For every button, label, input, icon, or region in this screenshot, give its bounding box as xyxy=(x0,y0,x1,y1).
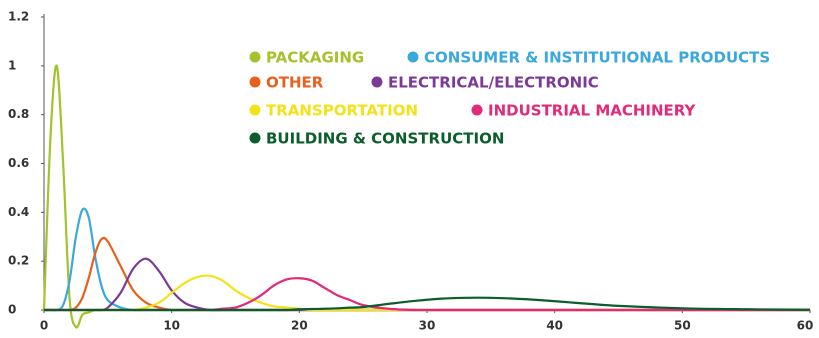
legend-dot xyxy=(407,51,419,63)
legend-label: ELECTRICAL/ELECTRONIC xyxy=(388,74,599,92)
legend-dot xyxy=(249,104,261,116)
x-tick-label: 10 xyxy=(163,319,180,333)
y-tick-label: 1.2 xyxy=(8,10,29,24)
y-tick-label: 1 xyxy=(8,58,16,72)
x-tick-label: 50 xyxy=(674,319,691,333)
y-tick-label: 0.6 xyxy=(8,156,29,170)
x-tick-label: 0 xyxy=(40,319,48,333)
series-line xyxy=(44,296,811,312)
legend-dot xyxy=(471,104,483,116)
y-tick-label: 0 xyxy=(8,303,16,317)
legend-dot xyxy=(249,76,261,88)
legend-label: CONSUMER & INSTITUTIONAL PRODUCTS xyxy=(424,49,770,67)
y-tick-label: 0.8 xyxy=(8,107,29,121)
legend-label: TRANSPORTATION xyxy=(266,102,418,120)
legend-label: OTHER xyxy=(266,74,324,92)
series-line xyxy=(44,207,810,312)
y-tick-label: 0.2 xyxy=(8,254,29,268)
legend-dot xyxy=(249,132,261,144)
x-tick-label: 40 xyxy=(546,319,563,333)
y-tick-label: 0.4 xyxy=(8,205,29,219)
legend-label: PACKAGING xyxy=(266,49,364,67)
series-line xyxy=(44,274,810,312)
legend-label: BUILDING & CONSTRUCTION xyxy=(266,130,504,148)
x-tick-label: 20 xyxy=(291,319,308,333)
legend-dot xyxy=(371,76,383,88)
legend-label: INDUSTRIAL MACHINERY xyxy=(488,102,697,120)
x-tick-label: 60 xyxy=(797,319,814,333)
legend-dot xyxy=(249,51,261,63)
series-line xyxy=(44,277,810,312)
x-tick-label: 30 xyxy=(419,319,436,333)
